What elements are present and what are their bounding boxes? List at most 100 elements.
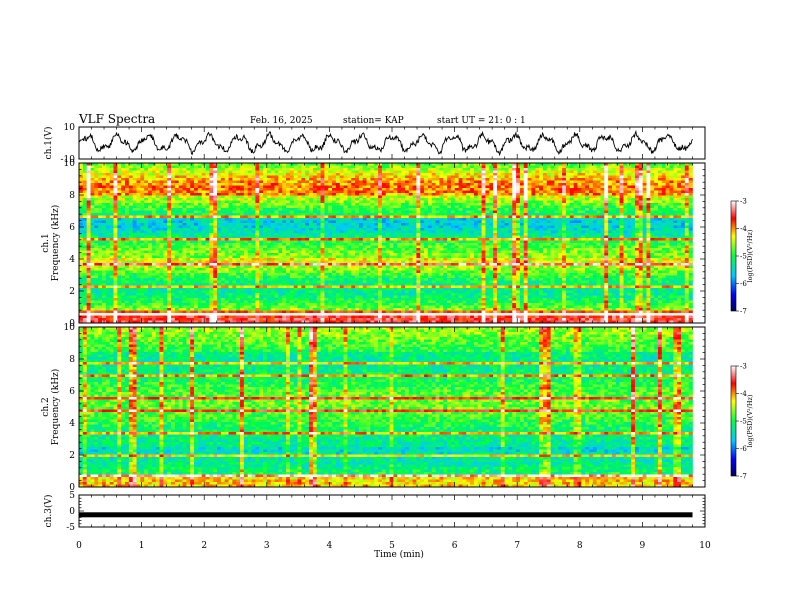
- spectrogram-cell: [232, 190, 237, 194]
- spectrogram-cell: [358, 235, 364, 239]
- spectrogram-cell: [362, 168, 367, 171]
- spectrogram-cell: [366, 193, 371, 196]
- spectrogram-cell: [167, 180, 172, 184]
- spectrogram-cell: [117, 173, 122, 176]
- spectrogram-cell: [109, 235, 114, 239]
- spectrogram-cell: [657, 235, 663, 239]
- spectrogram-cell: [677, 225, 682, 229]
- spectrogram-cell: [673, 178, 678, 181]
- spectrogram-cell: [581, 190, 586, 194]
- spectrogram-cell: [297, 193, 302, 196]
- spectrogram-cell: [121, 205, 126, 209]
- spectrogram-cell: [117, 213, 122, 216]
- spectrogram-cell: [512, 165, 517, 169]
- spectrogram-cell: [194, 223, 199, 226]
- spectrogram-cell: [282, 170, 287, 174]
- spectrogram-cell: [174, 233, 180, 236]
- spectrogram-cell: [385, 233, 390, 236]
- spectrogram-cell: [385, 200, 390, 204]
- spectrogram-cell: [82, 213, 88, 216]
- spectrogram-cell: [638, 203, 643, 206]
- spectrogram-cell: [493, 173, 498, 176]
- spectrogram-cell: [588, 200, 594, 204]
- spectrogram-cell: [634, 198, 640, 201]
- spectrogram-cell: [240, 178, 245, 181]
- spectrogram-cell: [550, 223, 555, 226]
- spectrogram-cell: [155, 185, 160, 189]
- spectrogram-cell: [684, 168, 689, 171]
- spectrogram-cell: [654, 213, 659, 216]
- spectrogram-cell: [266, 233, 272, 236]
- spectrogram-cell: [217, 218, 222, 221]
- spectrogram-cell: [182, 183, 187, 186]
- spectrogram-cell: [155, 163, 160, 166]
- spectrogram-cell: [113, 225, 118, 229]
- spectrogram-cell: [220, 215, 226, 219]
- spectrogram-cell: [539, 170, 544, 174]
- spectrogram-cell: [523, 228, 528, 231]
- spectrogram-cell: [581, 200, 586, 204]
- spectrogram-cell: [117, 178, 122, 181]
- spectrogram-cell: [240, 220, 245, 224]
- spectrogram-cell: [485, 193, 490, 196]
- spectrogram-cell: [585, 208, 590, 211]
- spectrogram-cell: [171, 163, 176, 166]
- spectrogram-cell: [615, 173, 620, 176]
- spectrogram-cell: [657, 203, 663, 206]
- spectrogram-cell: [500, 173, 505, 176]
- spectrogram-cell: [562, 210, 567, 214]
- spectrogram-cell: [197, 205, 203, 209]
- spectrogram-cell: [339, 233, 344, 236]
- spectrogram-cell: [90, 225, 95, 229]
- spectrogram-cell: [109, 200, 114, 204]
- spectrogram-cell: [673, 233, 678, 236]
- spectrogram-cell: [98, 175, 103, 179]
- spectrogram-cell: [90, 185, 95, 189]
- spectrogram-cell: [339, 180, 344, 184]
- spectrogram-cell: [646, 218, 651, 221]
- spectrogram-cell: [270, 180, 275, 184]
- spectrogram-cell: [604, 165, 609, 169]
- spectrogram-cell: [684, 188, 689, 191]
- spectrogram-cell: [117, 195, 122, 199]
- spectrogram-cell: [255, 230, 260, 234]
- spectrogram-cell: [316, 170, 321, 174]
- spectrogram-cell: [355, 228, 360, 231]
- spectrogram-cell: [381, 175, 387, 179]
- spectrogram-cell: [443, 193, 448, 196]
- spectrogram-cell: [355, 163, 360, 166]
- spectrogram-cell: [615, 180, 620, 184]
- spectrogram-cell: [558, 220, 563, 224]
- spectrogram-cell: [535, 233, 540, 236]
- spectrogram-cell: [542, 188, 548, 191]
- spectrogram-cell: [588, 175, 594, 179]
- spectrogram-cell: [186, 210, 191, 214]
- spectrogram-cell: [155, 198, 160, 201]
- spectrogram-cell: [669, 218, 674, 221]
- spectrogram-cell: [381, 205, 387, 209]
- spectrogram-cell: [496, 203, 502, 206]
- spectrogram-cell: [412, 233, 417, 236]
- spectrogram-cell: [638, 185, 643, 189]
- spectrogram-cell: [554, 198, 559, 201]
- spectrogram-cell: [98, 210, 103, 214]
- spectrogram-cell: [236, 215, 241, 219]
- spectrogram-cell: [404, 203, 410, 206]
- spectrogram-cell: [596, 175, 601, 179]
- spectrogram-cell: [148, 208, 153, 211]
- spectrogram-cell: [289, 228, 295, 231]
- spectrogram-cell: [535, 173, 540, 176]
- spectrogram-cell: [458, 220, 463, 224]
- spectrogram-cell: [316, 213, 321, 216]
- spectrogram-cell: [631, 208, 636, 211]
- spectrogram-cell: [128, 193, 134, 196]
- spectrogram-cell: [443, 208, 448, 211]
- spectrogram-cell: [680, 235, 686, 239]
- spectrogram-cell: [351, 190, 356, 194]
- spectrogram-cell: [585, 200, 590, 204]
- spectrogram-cell: [477, 165, 482, 169]
- spectrogram-cell: [481, 165, 486, 169]
- spectrogram-cell: [631, 228, 636, 231]
- spectrogram-cell: [592, 173, 597, 176]
